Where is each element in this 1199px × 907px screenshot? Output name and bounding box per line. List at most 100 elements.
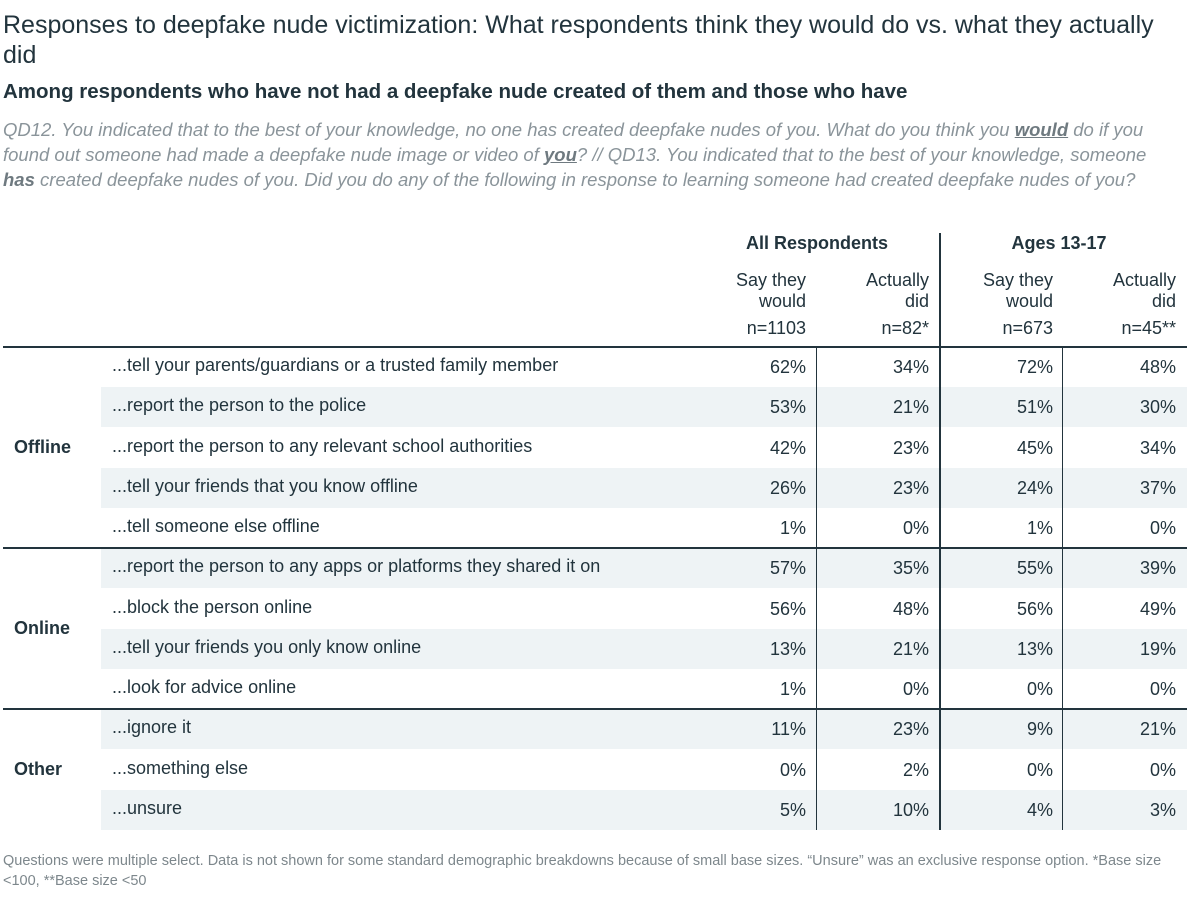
table-cell-value: 30% [1139, 397, 1176, 418]
question-part-2: do if you found out someone had made a d… [3, 119, 1144, 165]
table-cell-value: 72% [1016, 357, 1053, 377]
column-header-line: would [1005, 291, 1053, 311]
row-label: ...tell your parents/guardians or a trus… [112, 355, 559, 375]
table-cell-value: 1% [1026, 518, 1053, 538]
column-header-line: Actually [1112, 270, 1176, 290]
column-divider [816, 347, 817, 830]
row-band [101, 467, 1187, 508]
column-header-line: Say they [735, 270, 806, 290]
row-band [101, 548, 1187, 589]
column-base-size: n=82* [881, 318, 929, 338]
footnote: Questions were multiple select. Data is … [3, 853, 1162, 889]
row-label: ...tell your friends you only know onlin… [112, 636, 422, 657]
table-cell-value: 0% [1026, 759, 1053, 780]
table-cell-value: 0% [1149, 518, 1176, 538]
column-header-line: Actually [865, 270, 929, 290]
row-label: ...tell someone else offline [112, 516, 320, 536]
row-label: ...report the person to the police [112, 395, 367, 416]
table-cell-value: 0% [1026, 679, 1053, 699]
table-cell-value: 11% [771, 719, 806, 740]
group-divider [3, 547, 1187, 550]
column-base-size: n=45** [1121, 318, 1176, 338]
question-emphasis-would: would [1014, 119, 1069, 140]
question-part-3: ? // QD13. You indicated that to the bes… [576, 144, 1147, 165]
table-rule [3, 346, 1187, 348]
row-group-label: Online [14, 617, 71, 638]
table-cell-value: 21% [892, 397, 929, 418]
table-cell-value: 42% [769, 437, 806, 458]
table-cell-value: 34% [1139, 437, 1176, 458]
table-cell-value: 57% [769, 558, 806, 579]
table-cell-value: 5% [779, 799, 806, 820]
row-label: ...block the person online [112, 596, 313, 617]
row-label: ...ignore it [112, 717, 192, 738]
question-text: QD12. You indicated that to the best of … [3, 117, 1183, 192]
column-header-line: did [1151, 291, 1176, 311]
table-cell-value: 53% [769, 397, 806, 418]
column-base-size: n=673 [1002, 318, 1053, 338]
table-cell-value: 55% [1016, 558, 1053, 579]
row-label: ...unsure [112, 797, 183, 818]
table-cell-value: 37% [1139, 477, 1176, 498]
table-cell-value: 26% [769, 477, 806, 498]
row-group-label: Offline [14, 436, 71, 457]
chart-title: Responses to deepfake nude victimization… [3, 11, 1154, 69]
table-cell-value: 0% [1149, 759, 1176, 780]
table-cell-value: 56% [769, 598, 806, 619]
table-cell-value: 4% [1026, 799, 1053, 820]
table-cell-value: 51% [1016, 397, 1053, 418]
column-header-line: did [904, 291, 929, 311]
column-group-divider [939, 233, 941, 830]
table-cell-value: 35% [892, 558, 929, 579]
row-label: ...look for advice online [112, 677, 297, 697]
column-group-header: All Respondents [745, 233, 888, 253]
column-divider [1062, 347, 1063, 830]
question-part-1: QD12. You indicated that to the best of … [3, 119, 1015, 140]
chart-subtitle: Among respondents who have not had a dee… [3, 80, 908, 103]
row-band [101, 387, 1187, 428]
table-cell-value: 2% [902, 759, 929, 780]
table-cell-value: 1% [779, 679, 806, 699]
table-cell-value: 0% [902, 679, 929, 699]
table-cell-value: 39% [1139, 558, 1176, 579]
table-cell-value: 23% [892, 437, 929, 458]
table-cell-value: 23% [892, 477, 929, 498]
table-cell-value: 9% [1026, 719, 1053, 740]
table-cell-value: 34% [892, 357, 929, 377]
table-cell-value: 21% [892, 638, 929, 659]
row-band [101, 628, 1187, 669]
row-label: ...something else [112, 757, 249, 778]
table-cell-value: 0% [779, 759, 806, 780]
table-cell-value: 24% [1016, 477, 1053, 498]
table-cell-value: 10% [892, 799, 929, 820]
question-emphasis-has: has [3, 169, 35, 190]
table-cell-value: 23% [892, 719, 929, 740]
table-cell-value: 45% [1016, 437, 1053, 458]
row-label: ...report the person to any relevant sch… [112, 435, 533, 456]
column-base-size: n=1103 [746, 318, 806, 338]
table-cell-value: 21% [1139, 719, 1176, 740]
table-cell-value: 49% [1139, 598, 1176, 619]
table-cell-value: 48% [1139, 357, 1176, 377]
column-header: Actually did [1066, 270, 1176, 312]
row-group-label: Other [14, 758, 63, 779]
table-cell-value: 1% [779, 518, 806, 538]
column-header-line: would [758, 291, 806, 311]
row-label: ...report the person to any apps or plat… [112, 556, 601, 577]
table-cell-value: 48% [892, 598, 929, 619]
table-cell-value: 19% [1139, 638, 1176, 659]
table-cell-value: 0% [902, 518, 929, 538]
column-header-line: Say they [982, 270, 1053, 290]
table-cell-value: 0% [1149, 679, 1176, 699]
row-band [101, 709, 1187, 750]
table-cell-value: 13% [769, 638, 806, 659]
question-emphasis-you: you [544, 144, 577, 165]
group-divider [3, 708, 1187, 711]
row-label: ...tell your friends that you know offli… [112, 475, 418, 496]
column-header: Say they would [943, 270, 1053, 312]
table-cell-value: 13% [1016, 638, 1053, 659]
question-part-4: created deepfake nudes of you. Did you d… [34, 169, 1136, 190]
column-header: Say they would [696, 270, 806, 312]
row-band [101, 789, 1187, 830]
